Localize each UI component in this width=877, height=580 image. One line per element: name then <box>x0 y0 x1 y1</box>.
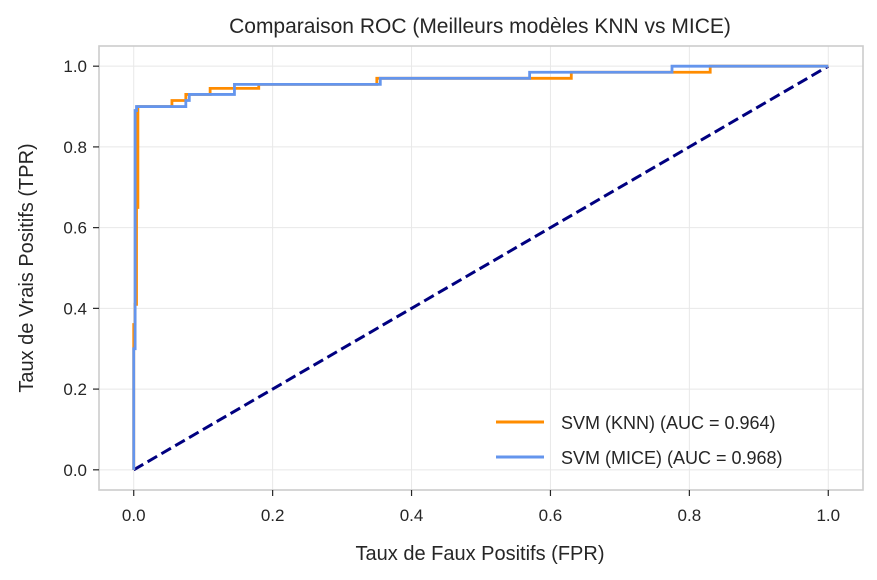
x-tick-label: 1.0 <box>816 506 840 525</box>
x-tick-label: 0.8 <box>678 506 702 525</box>
x-tick-label: 0.2 <box>261 506 285 525</box>
legend: SVM (KNN) (AUC = 0.964) SVM (MICE) (AUC =… <box>496 413 783 468</box>
x-tick-label: 0.6 <box>539 506 563 525</box>
series-line-svm-mice <box>132 64 829 470</box>
chart-title: Comparaison ROC (Meilleurs modèles KNN v… <box>229 15 731 38</box>
plot-frame <box>98 45 864 491</box>
x-tick-label: 0.0 <box>122 506 146 525</box>
y-axis-label: Taux de Vrais Positifs (TPR) <box>16 143 38 392</box>
y-tick-label: 0.0 <box>63 461 87 480</box>
legend-label-svm-mice: SVM (MICE) (AUC = 0.968) <box>561 448 783 468</box>
x-tick-label: 0.4 <box>400 506 424 525</box>
reference-diagonal-line <box>132 64 830 472</box>
grid <box>99 46 863 490</box>
y-tick-label: 0.6 <box>63 219 87 238</box>
y-tick-label: 0.4 <box>63 299 87 318</box>
ticks: 0.0 0.2 0.4 0.6 0.8 1.0 0.0 0.2 0.4 0.6 0.8 1.0 <box>63 57 840 525</box>
x-axis-label: Taux de Faux Positifs (FPR) <box>356 543 605 565</box>
y-tick-label: 0.2 <box>63 380 87 399</box>
legend-label-svm-knn: SVM (KNN) (AUC = 0.964) <box>561 413 776 433</box>
y-tick-label: 0.8 <box>63 138 87 157</box>
series-group <box>132 64 830 472</box>
y-tick-label: 1.0 <box>63 57 87 76</box>
